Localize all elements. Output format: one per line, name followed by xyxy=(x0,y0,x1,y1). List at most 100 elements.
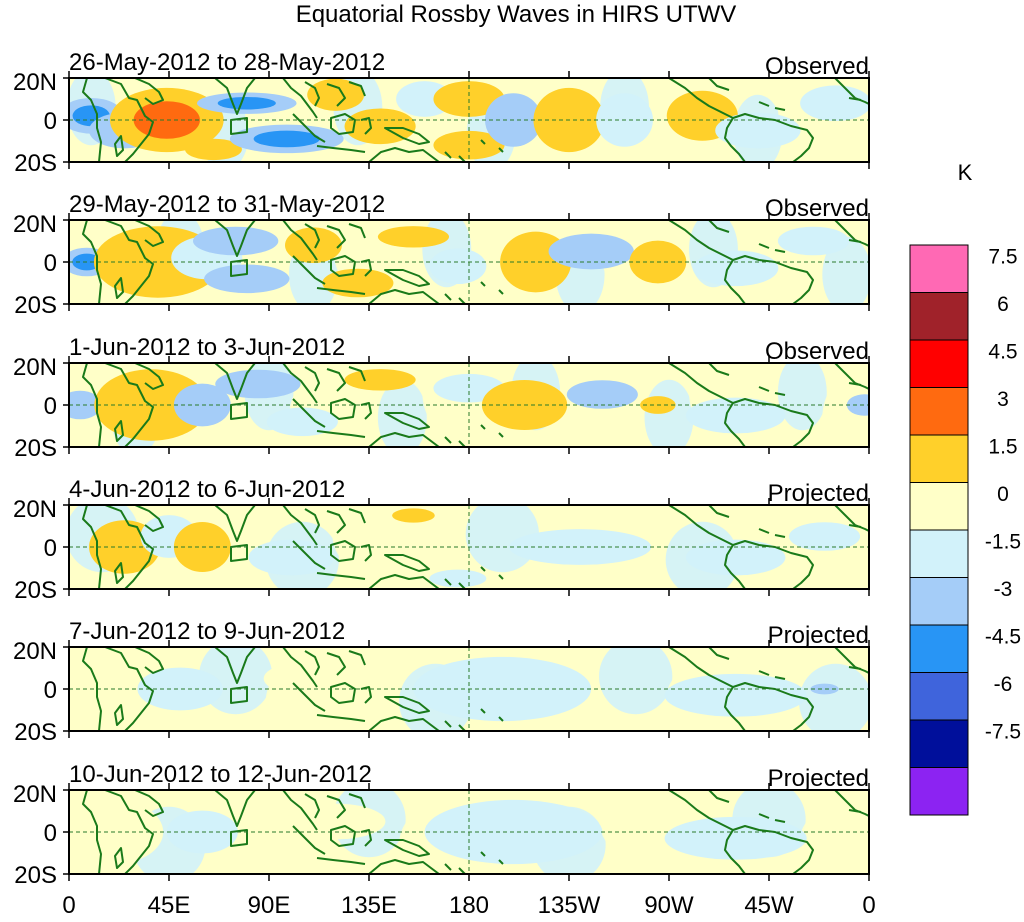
y-tick-label: 20S xyxy=(14,292,57,319)
colorbar: K 7.5 6 4.5 3 1.5 0 -1.5 -3 -4.5 -6 -7.5 xyxy=(909,160,1021,816)
panel-period-label: 4-Jun-2012 to 6-Jun-2012 xyxy=(69,476,345,503)
colorbar-swatch xyxy=(909,292,969,341)
anomaly-contour xyxy=(693,250,779,287)
colorbar-swatch xyxy=(909,719,969,768)
colorbar-swatch xyxy=(909,624,969,673)
colorbar-label: 3 xyxy=(997,388,1009,411)
anomaly-band xyxy=(777,363,827,431)
panel-plot-area xyxy=(63,783,870,881)
x-axis: 0 45E 90E 135E 180 135W 90W 45W 0 xyxy=(62,892,875,919)
y-tick-label: 0 xyxy=(44,677,57,704)
anomaly-contour xyxy=(685,539,786,576)
y-tick-label: 20N xyxy=(13,69,57,96)
y-tick-label: 20S xyxy=(14,435,57,462)
y-tick-label: 0 xyxy=(44,535,57,562)
y-tick-label: 20S xyxy=(14,719,57,746)
anomaly-band xyxy=(377,379,427,447)
colorbar-swatch xyxy=(909,672,969,721)
anomaly-band xyxy=(822,379,869,447)
panel-plot-area xyxy=(63,71,870,169)
panel-status-label: Observed xyxy=(765,338,869,365)
x-tick-label: 45E xyxy=(148,892,191,919)
colorbar-swatch xyxy=(909,482,969,531)
panel-period-label: 10-Jun-2012 to 12-Jun-2012 xyxy=(69,761,372,788)
anomaly-contour xyxy=(204,264,290,294)
x-tick-label: 0 xyxy=(62,892,75,919)
anomaly-contour xyxy=(664,673,807,717)
y-tick-label: 20N xyxy=(13,638,57,665)
y-tick-label: 20N xyxy=(13,211,57,238)
colorbar-label: -7.5 xyxy=(985,721,1021,744)
panel-status-label: Projected xyxy=(768,622,869,649)
panel-period-label: 29-May-2012 to 31-May-2012 xyxy=(69,191,385,218)
colorbar-swatch xyxy=(909,529,969,578)
panel-plot-area xyxy=(63,640,870,738)
panel-plot-area xyxy=(63,356,870,454)
panel-status-label: Observed xyxy=(765,195,869,222)
figure-title: Equatorial Rossby Waves in HIRS UTWV xyxy=(296,1,737,28)
colorbar-label: 0 xyxy=(997,483,1009,506)
y-tick-label: 20N xyxy=(13,496,57,523)
colorbar-label: 4.5 xyxy=(988,341,1017,364)
anomaly-contour xyxy=(777,226,849,256)
y-tick-label: 0 xyxy=(44,820,57,847)
anomaly-contour xyxy=(253,130,320,148)
y-tick-label: 20N xyxy=(13,354,57,381)
y-tick-label: 20S xyxy=(14,150,57,177)
anomaly-contour xyxy=(664,816,807,860)
y-tick-label: 20N xyxy=(13,781,57,808)
anomaly-contour xyxy=(800,85,869,122)
y-tick-label: 0 xyxy=(44,393,57,420)
colorbar-swatch xyxy=(909,767,969,816)
colorbar-swatch xyxy=(909,244,969,293)
anomaly-contour xyxy=(248,539,334,576)
panel-status-label: Projected xyxy=(768,765,869,792)
anomaly-band xyxy=(599,790,673,858)
colorbar-label: -3 xyxy=(994,578,1013,601)
anomaly-contour xyxy=(307,78,365,111)
anomaly-contour xyxy=(548,233,634,270)
anomaly-contour xyxy=(266,407,338,437)
panel-period-label: 7-Jun-2012 to 9-Jun-2012 xyxy=(69,618,345,645)
panels-layer: 26-May-2012 to 28-May-2012 Observed 20N 0 20… xyxy=(13,49,870,889)
x-tick-label: 135E xyxy=(341,892,397,919)
panel-plot-area xyxy=(63,213,870,311)
anomaly-contour xyxy=(685,397,786,434)
panel-plot-area xyxy=(63,498,870,596)
anomaly-contour xyxy=(344,369,416,391)
anomaly-contour xyxy=(392,508,435,523)
anomaly-contour xyxy=(789,522,861,551)
x-tick-label: 135W xyxy=(538,892,601,919)
anomaly-contour xyxy=(217,96,276,110)
anomaly-contour xyxy=(429,569,487,588)
y-tick-label: 20S xyxy=(14,862,57,889)
colorbar-label: 7.5 xyxy=(988,246,1017,269)
anomaly-band xyxy=(465,505,539,573)
panel-period-label: 26-May-2012 to 28-May-2012 xyxy=(69,49,385,76)
anomaly-contour xyxy=(215,369,301,399)
anomaly-contour xyxy=(193,226,279,256)
anomaly-band xyxy=(799,663,869,731)
anomaly-contour xyxy=(285,803,386,840)
colorbar-label: -1.5 xyxy=(985,531,1021,554)
colorbar-label: -4.5 xyxy=(985,626,1021,649)
colorbar-swatch xyxy=(909,387,969,436)
anomaly-contour xyxy=(263,660,364,697)
colorbar-swatch xyxy=(909,577,969,626)
y-tick-label: 0 xyxy=(44,108,57,135)
x-tick-label: 45W xyxy=(744,892,794,919)
panel-period-label: 1-Jun-2012 to 3-Jun-2012 xyxy=(69,334,345,361)
anomaly-band xyxy=(599,647,673,715)
anomaly-band xyxy=(822,236,869,304)
colorbar-label: 1.5 xyxy=(988,436,1017,459)
map-panel: 7-Jun-2012 to 9-Jun-2012 Projected 20N 0 20S xyxy=(13,618,870,746)
map-panel: 26-May-2012 to 28-May-2012 Observed 20N 0 20… xyxy=(13,49,870,177)
x-tick-label: 0 xyxy=(862,892,875,919)
map-panel: 10-Jun-2012 to 12-Jun-2012 Projected 20N 0 2… xyxy=(13,761,870,889)
colorbar-label: -6 xyxy=(994,673,1013,696)
anomaly-contour xyxy=(377,226,450,248)
panel-status-label: Projected xyxy=(768,480,869,507)
colorbar-swatch xyxy=(909,434,969,483)
panel-status-label: Observed xyxy=(765,53,869,80)
